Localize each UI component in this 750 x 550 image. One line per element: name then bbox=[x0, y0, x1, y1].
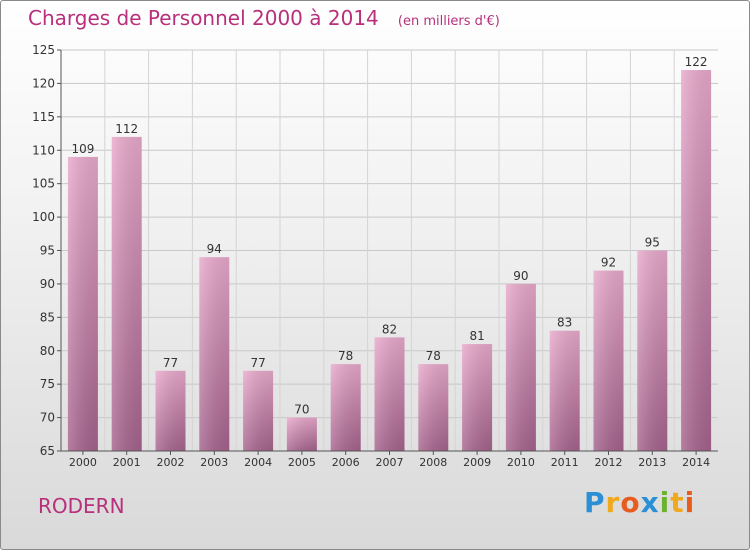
y-tick-label: 95 bbox=[40, 244, 55, 258]
y-tick-label: 110 bbox=[32, 143, 55, 157]
axis-layer: 65 70 75 80 85 90 95 100 105 110 115 120 125 2000 2001… bbox=[32, 43, 718, 469]
x-tick-label: 2010 bbox=[507, 456, 535, 469]
y-tick-label: 120 bbox=[32, 76, 55, 90]
bar-shade bbox=[199, 257, 230, 451]
bar-value-label: 83 bbox=[557, 316, 572, 330]
bar-shade bbox=[505, 283, 536, 451]
y-tick-label: 85 bbox=[40, 310, 55, 324]
bar-layer: 109 112 77 94 77 70 78 82 78 81 90 83 92 95 122 bbox=[67, 55, 712, 452]
y-tick-label: 80 bbox=[40, 344, 55, 358]
bar-shade bbox=[330, 364, 361, 451]
title-row: Charges de Personnel 2000 à 2014 (en mil… bbox=[28, 6, 500, 30]
x-tick-label: 2000 bbox=[69, 456, 97, 469]
bar-shade bbox=[243, 370, 274, 451]
bar-shade bbox=[637, 250, 668, 451]
bar-value-label: 94 bbox=[207, 242, 222, 256]
bar-shade bbox=[593, 270, 624, 451]
bar-value-label: 90 bbox=[513, 269, 528, 283]
bar-value-label: 112 bbox=[115, 122, 138, 136]
bar-shade bbox=[155, 370, 186, 451]
y-tick-label: 115 bbox=[32, 110, 55, 124]
x-tick-label: 2011 bbox=[551, 456, 579, 469]
x-tick-label: 2009 bbox=[463, 456, 491, 469]
bar-shade bbox=[549, 330, 580, 451]
x-tick-label: 2004 bbox=[244, 456, 272, 469]
x-tick-label: 2012 bbox=[595, 456, 623, 469]
x-tick-label: 2014 bbox=[682, 456, 710, 469]
y-tick-label: 105 bbox=[32, 177, 55, 191]
y-tick-label: 90 bbox=[40, 277, 55, 291]
bar-value-label: 95 bbox=[645, 236, 660, 250]
bar-shade bbox=[286, 417, 317, 451]
bar-value-label: 109 bbox=[71, 142, 94, 156]
x-tick-label: 2008 bbox=[419, 456, 447, 469]
bar-value-label: 77 bbox=[163, 356, 178, 370]
bar-shade bbox=[374, 337, 405, 451]
x-tick-label: 2013 bbox=[638, 456, 666, 469]
bar-value-label: 78 bbox=[426, 349, 441, 363]
y-tick-label: 100 bbox=[32, 210, 55, 224]
bar-value-label: 70 bbox=[294, 403, 309, 417]
y-tick-label: 65 bbox=[40, 444, 55, 458]
bar-shade bbox=[418, 364, 449, 451]
bar-value-label: 77 bbox=[250, 356, 265, 370]
proxiti-logo: Proxiti bbox=[584, 486, 696, 519]
x-tick-label: 2003 bbox=[200, 456, 228, 469]
bar-value-label: 92 bbox=[601, 256, 616, 270]
y-tick-label: 70 bbox=[40, 411, 55, 425]
bar-shade bbox=[67, 156, 98, 451]
bar-shade bbox=[462, 344, 493, 451]
commune-name: RODERN bbox=[38, 494, 125, 518]
x-tick-label: 2006 bbox=[332, 456, 360, 469]
bar-value-label: 78 bbox=[338, 349, 353, 363]
bar-value-label: 82 bbox=[382, 322, 397, 336]
y-tick-label: 75 bbox=[40, 377, 55, 391]
x-tick-label: 2005 bbox=[288, 456, 316, 469]
bar-shade bbox=[111, 136, 142, 451]
chart-subtitle: (en milliers d'€) bbox=[397, 14, 500, 29]
y-tick-label: 125 bbox=[32, 43, 55, 57]
x-tick-label: 2002 bbox=[157, 456, 185, 469]
x-tick-label: 2007 bbox=[376, 456, 404, 469]
bar-value-label: 122 bbox=[685, 55, 708, 69]
bar-shade bbox=[681, 70, 712, 452]
bar-value-label: 81 bbox=[469, 329, 484, 343]
x-tick-label: 2001 bbox=[113, 456, 141, 469]
chart-title: Charges de Personnel 2000 à 2014 bbox=[28, 6, 379, 30]
